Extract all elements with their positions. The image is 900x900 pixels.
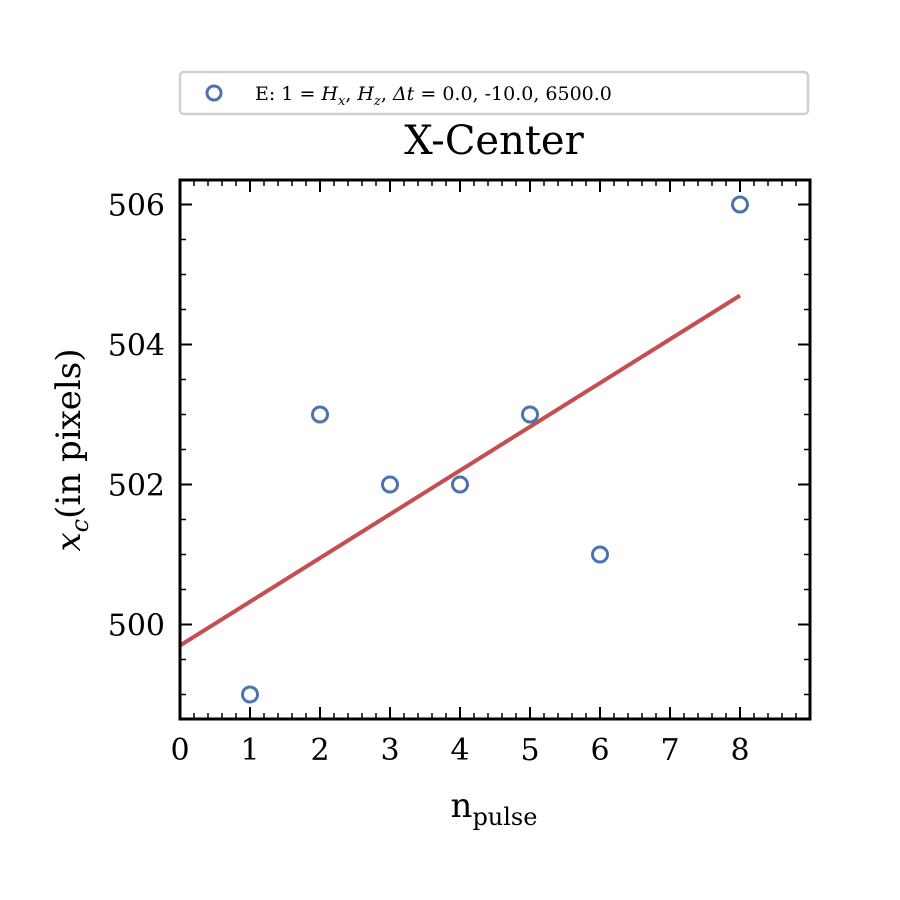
x-tick-label: 0 xyxy=(170,733,189,768)
x-axis-label: npulse xyxy=(451,786,538,831)
plot-frame xyxy=(178,178,812,721)
fit-line xyxy=(178,293,742,648)
x-tick-label: 7 xyxy=(660,733,679,768)
x-tick-label: 3 xyxy=(380,733,399,768)
data-point xyxy=(591,545,609,564)
chart-title: X-Center xyxy=(404,118,584,164)
x-tick-label: 6 xyxy=(590,733,609,768)
data-point xyxy=(241,685,259,704)
x-tick-label: 4 xyxy=(450,733,469,768)
y-axis-label: xc(in pixels) xyxy=(49,348,94,551)
y-tick-label: 502 xyxy=(108,469,165,504)
plot-data xyxy=(178,195,749,704)
x-tick-label: 8 xyxy=(730,733,749,768)
legend: E: 1 = Hx, Hz, Δt = 0.0, -10.0, 6500.0 xyxy=(178,70,810,116)
x-tick-label: 1 xyxy=(240,733,259,768)
data-point xyxy=(381,475,399,494)
x-tick-label: 5 xyxy=(520,733,539,768)
data-point xyxy=(311,405,329,424)
legend-label: E: 1 = Hx, Hz, Δt = 0.0, -10.0, 6500.0 xyxy=(255,83,612,109)
legend-box xyxy=(178,70,810,116)
data-point xyxy=(451,475,469,494)
legend-marker xyxy=(205,84,223,102)
x-tick-label: 2 xyxy=(310,733,329,768)
axis-tick-labels: 0 1 2 3 4 5 6 7 8 500 502 504 506 xyxy=(108,189,750,769)
y-tick-label: 500 xyxy=(108,609,165,644)
data-point xyxy=(521,405,539,424)
y-tick-label: 504 xyxy=(108,329,165,364)
y-tick-label: 506 xyxy=(108,189,165,224)
data-point xyxy=(731,195,749,214)
